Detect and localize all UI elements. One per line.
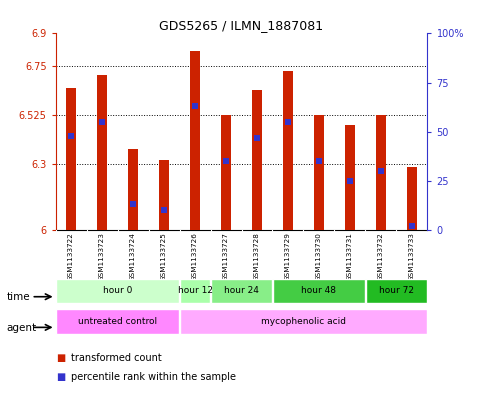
Text: hour 72: hour 72 [379, 286, 414, 295]
Text: hour 0: hour 0 [103, 286, 132, 295]
Bar [181, 309, 426, 334]
Bar [181, 279, 210, 303]
Text: GSM1133728: GSM1133728 [254, 232, 260, 281]
Text: GSM1133730: GSM1133730 [316, 232, 322, 281]
Text: GSM1133722: GSM1133722 [68, 232, 74, 281]
Bar [97, 75, 107, 230]
Bar [407, 167, 417, 230]
Bar [66, 88, 76, 230]
Title: GDS5265 / ILMN_1887081: GDS5265 / ILMN_1887081 [159, 19, 324, 32]
Bar [344, 125, 355, 230]
Text: transformed count: transformed count [71, 353, 162, 364]
Bar [158, 160, 170, 230]
Text: hour 24: hour 24 [224, 286, 259, 295]
Text: GSM1133729: GSM1133729 [285, 232, 291, 281]
Bar [283, 70, 293, 230]
Text: ■: ■ [56, 353, 65, 364]
Text: mycophenolic acid: mycophenolic acid [261, 317, 346, 326]
Text: hour 12: hour 12 [178, 286, 213, 295]
Text: GSM1133724: GSM1133724 [130, 232, 136, 281]
Bar [221, 115, 231, 230]
Bar [128, 149, 139, 230]
Text: GSM1133726: GSM1133726 [192, 232, 198, 281]
Bar [376, 115, 386, 230]
Text: GSM1133733: GSM1133733 [409, 232, 415, 281]
Bar [313, 115, 325, 230]
Text: percentile rank within the sample: percentile rank within the sample [71, 372, 237, 382]
Bar [273, 279, 365, 303]
Bar [57, 309, 179, 334]
Bar [367, 279, 426, 303]
Text: GSM1133732: GSM1133732 [378, 232, 384, 281]
Text: GSM1133723: GSM1133723 [99, 232, 105, 281]
Text: GSM1133727: GSM1133727 [223, 232, 229, 281]
Text: time: time [6, 292, 30, 302]
Text: agent: agent [6, 323, 36, 333]
Text: untreated control: untreated control [78, 317, 157, 326]
Text: GSM1133731: GSM1133731 [347, 232, 353, 281]
Text: GSM1133725: GSM1133725 [161, 232, 167, 281]
Text: ■: ■ [56, 372, 65, 382]
Bar [252, 90, 262, 230]
Bar [57, 279, 179, 303]
Text: hour 48: hour 48 [301, 286, 337, 295]
Bar [212, 279, 271, 303]
Bar [190, 51, 200, 230]
